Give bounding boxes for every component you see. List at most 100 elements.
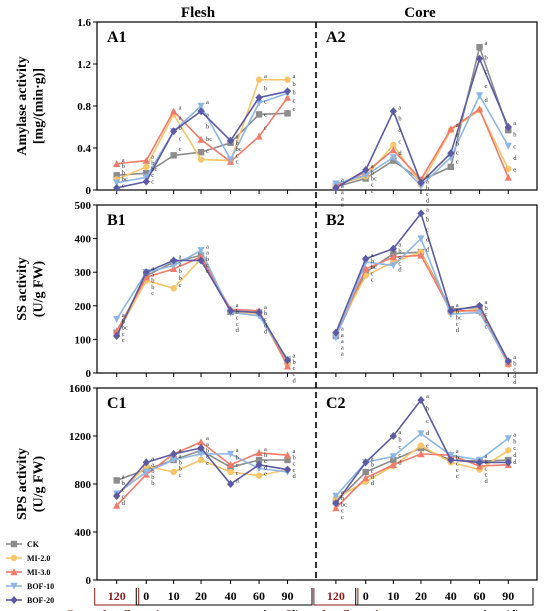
days-after-flowering-bracket: [94, 588, 140, 606]
data-point-mi-3-0: [170, 107, 178, 115]
data-point-bof-20: [389, 432, 397, 440]
data-point-bof-20: [389, 244, 397, 253]
y-tick-label: 800: [75, 479, 92, 491]
significance-letter: d: [398, 266, 402, 273]
data-point-bof-20: [332, 499, 340, 508]
significance-letter: c: [456, 473, 459, 480]
significance-letter: d: [513, 373, 517, 380]
significance-letter: b: [293, 89, 296, 96]
data-point-bof-10: [197, 450, 205, 458]
significance-letter: c: [485, 83, 488, 90]
data-point-mi-3-0: [389, 461, 397, 468]
significance-letter: a: [341, 189, 344, 196]
data-point-mi-2-0: [227, 468, 234, 476]
data-point-ck: [143, 170, 150, 177]
data-point-bof-20: [255, 460, 263, 469]
significance-letter: c: [398, 127, 401, 134]
significance-letter: a: [513, 120, 516, 127]
significance-letter: a: [398, 104, 401, 111]
y-axis-label-line2: (U/g FW): [32, 455, 47, 512]
significance-letter: d: [398, 150, 402, 157]
x-tick-label: 0: [143, 589, 149, 603]
significance-letters: a b bc c c: [371, 163, 377, 195]
data-point-bof-20: [332, 328, 340, 337]
significance-letter: b: [179, 275, 182, 282]
data-point-mi-3-0: [362, 265, 370, 273]
data-point-ck: [476, 44, 483, 51]
significance-letter: bc: [206, 136, 212, 143]
significance-letter: b: [456, 454, 459, 461]
data-point-ck: [447, 163, 455, 171]
significance-letter: a: [341, 195, 344, 202]
significance-letter: b: [426, 216, 429, 223]
data-point-bof-10: [447, 452, 455, 459]
significance-letter: bc: [371, 264, 377, 271]
significance-letter: d: [426, 197, 430, 204]
significance-letter: a: [341, 183, 344, 190]
panel-c2: C2a b bc c ca b c d da b c c da b c d ea b c c ca b c c da b c d d: [326, 393, 517, 584]
significance-letter: c: [122, 331, 125, 338]
significance-letter: c: [293, 106, 296, 113]
data-point-bof-20: [113, 183, 121, 192]
data-point-bof-20: [170, 127, 178, 136]
data-point-bof-10: [475, 92, 484, 100]
data-point-bof-20: [362, 166, 370, 175]
data-point-mi-2-0: [170, 285, 177, 292]
significance-letter: b: [236, 140, 239, 147]
data-point-mi-3-0: [389, 253, 397, 261]
significance-letter: a: [398, 429, 401, 436]
significance-letter: d: [513, 155, 517, 162]
storage-time-bracket: [135, 588, 313, 606]
significance-letter: c: [179, 472, 182, 479]
x-tick-label: 20: [195, 589, 207, 603]
data-point-ck: [284, 110, 291, 117]
significance-letter: b: [398, 248, 401, 255]
data-point-mi-3-0: [197, 438, 205, 446]
significance-letter: b: [206, 447, 209, 454]
significance-letter: a: [426, 393, 429, 400]
data-point-mi-2-0: [390, 141, 397, 149]
data-point-mi-2-0: [255, 76, 263, 83]
significance-letter: bc: [122, 176, 128, 183]
data-point-ck: [113, 172, 120, 179]
significance-letter: a: [513, 354, 516, 361]
significance-letter: c: [426, 418, 429, 425]
panel-label-b1: B1: [107, 212, 126, 229]
significance-letter: c: [485, 311, 488, 318]
data-point-bof-20: [142, 177, 150, 186]
significance-letters: a b bc c c: [122, 312, 128, 344]
data-point-bof-20: [332, 183, 340, 192]
significance-letter: b: [151, 468, 154, 475]
significance-letter: b: [122, 480, 125, 487]
significance-letter: a: [179, 453, 182, 460]
data-point-bof-10: [142, 468, 150, 476]
significance-letter: c: [341, 508, 344, 515]
significance-letter: b: [122, 170, 125, 177]
data-point-bof-20: [504, 357, 512, 366]
significance-letter: b: [456, 140, 459, 147]
series-line-mi-3-0: [335, 107, 510, 187]
significance-letter: c: [456, 159, 459, 166]
significance-letter: a: [179, 115, 182, 122]
y-tick-label: 0.8: [77, 101, 91, 113]
significance-letter: c: [264, 316, 267, 323]
significance-letter: a: [426, 179, 429, 186]
data-point-bof-10: [170, 262, 178, 270]
significance-letter: b: [371, 169, 374, 176]
significance-letter: c: [371, 188, 374, 195]
days-after-flowering-bracket: [313, 588, 359, 606]
data-point-mi-3-0: [417, 251, 425, 259]
y-tick-label: 1600: [69, 383, 92, 395]
significance-letters: a b bc c c: [341, 489, 347, 521]
data-point-mi-3-0: [283, 451, 292, 459]
significance-letter: bc: [456, 315, 462, 322]
significance-letter: a: [485, 299, 488, 306]
significance-letter: c: [151, 290, 154, 297]
significance-letter: b: [485, 459, 488, 466]
panel-frame-row-3: [96, 387, 538, 581]
column-title-flesh: Flesh: [181, 5, 216, 21]
